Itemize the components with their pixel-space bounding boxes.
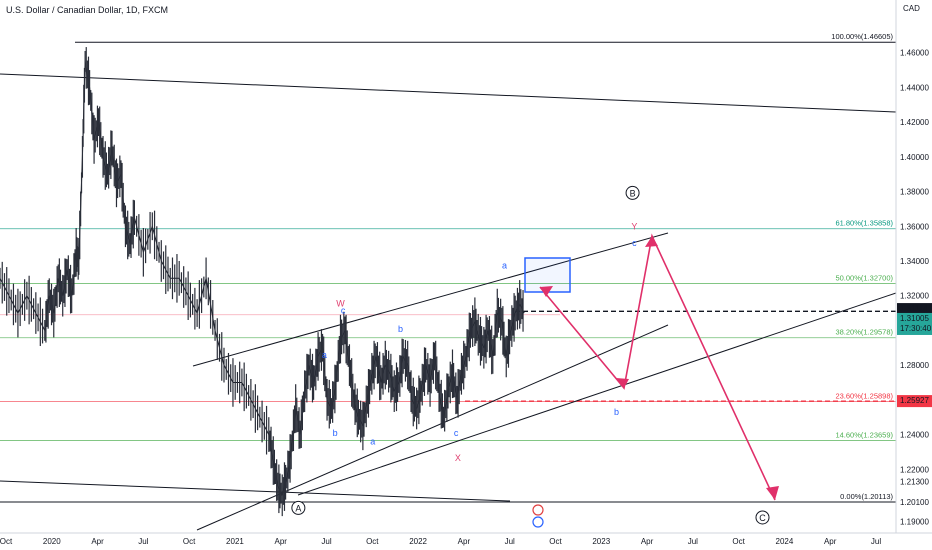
price-tick-label: 1.24000	[900, 431, 929, 440]
wave-label: c	[454, 428, 459, 438]
time-tick-label: Jul	[505, 537, 515, 546]
current-price-label-text: 17:30:40	[900, 324, 932, 333]
canada-flag-icon	[532, 504, 544, 516]
fib-level-label: 61.80%(1.35858)	[835, 219, 893, 228]
wave-label: B	[630, 188, 636, 198]
arrow-head	[616, 378, 629, 388]
wave-label: c	[632, 238, 637, 248]
time-tick-label: Oct	[183, 537, 196, 546]
price-tick-label: 1.20100	[900, 498, 929, 507]
time-tick-label: 2022	[409, 537, 427, 546]
price-tick-label: 1.21300	[900, 477, 929, 486]
price-tick-label: 1.38000	[900, 188, 929, 197]
price-axis-panel	[896, 0, 932, 550]
red-level-label-text: 1.25927	[900, 396, 929, 405]
trend-line	[0, 73, 897, 113]
time-tick-label: 2024	[776, 537, 794, 546]
time-tick-label: Oct	[0, 537, 13, 546]
trend-line	[297, 292, 897, 496]
arrow-head	[540, 286, 553, 297]
chart-title: U.S. Dollar / Canadian Dollar, 1D, FXCM	[6, 5, 169, 15]
price-tick-label: 1.34000	[900, 257, 929, 266]
current-price-label-bg	[897, 312, 932, 335]
time-tick-label: 2021	[226, 537, 244, 546]
last-close-label-text: 1.31114	[900, 304, 928, 313]
wave-label: a	[502, 260, 507, 270]
price-tick-label: 1.40000	[900, 153, 929, 162]
fib-level-label: 14.60%(1.23659)	[835, 430, 893, 439]
time-tick-label: Apr	[824, 537, 837, 546]
trend-line	[192, 232, 669, 367]
usa-flag-icon	[532, 516, 544, 528]
time-tick-label: Oct	[549, 537, 562, 546]
time-tick-label: Jul	[138, 537, 148, 546]
fib-level-label: 0.00%(1.20113)	[840, 492, 893, 501]
red-level-label-bg	[897, 395, 932, 408]
time-tick-label: 2020	[43, 537, 61, 546]
price-tick-label: 1.19000	[900, 517, 929, 526]
wave-circle	[625, 185, 640, 200]
projection-path	[539, 233, 779, 501]
trend-lines	[0, 73, 897, 531]
time-tick-label: Apr	[275, 537, 288, 546]
fib-level-label: 100.00%(1.46605)	[831, 32, 893, 41]
wave-label: C	[759, 513, 766, 523]
fib-level-label: 23.60%(1.25898)	[835, 392, 893, 401]
projection-line	[539, 233, 776, 501]
price-tick-label: 1.46000	[900, 49, 929, 58]
trend-line	[196, 324, 669, 531]
wave-labels: A B C W X Ya b c a b c a b c	[291, 185, 770, 528]
price-tick-label: 1.36000	[900, 222, 929, 231]
arrow-head	[645, 236, 658, 247]
wave-label: b	[333, 428, 338, 438]
wave-circle	[291, 500, 306, 515]
time-tick-label: 2023	[592, 537, 610, 546]
time-tick-label: Apr	[458, 537, 471, 546]
wave-label: b	[614, 407, 619, 417]
fib-level-label: 50.00%(1.32700)	[835, 274, 893, 283]
time-tick-label: Apr	[91, 537, 104, 546]
wave-label: Y	[631, 221, 637, 231]
wave-label: b	[398, 324, 403, 334]
wave-label: c	[341, 306, 346, 316]
price-series	[0, 47, 525, 517]
price-tick-label: 1.42000	[900, 118, 929, 127]
wave-label: a	[322, 350, 327, 360]
price-tick-label: 1.22000	[900, 465, 929, 474]
current-price-label-text: 1.31005	[900, 314, 929, 323]
fib-level-label: 38.20%(1.29578)	[835, 328, 893, 337]
price-tick-label: 1.32000	[900, 292, 929, 301]
price-tick-label: 1.44000	[900, 83, 929, 92]
wave-label: A	[295, 503, 301, 513]
time-tick-label: Apr	[641, 537, 654, 546]
time-tick-label: Jul	[871, 537, 881, 546]
fib-levels: 100.00%(1.46605) 61.80%(1.35858) 50.00%(1.…	[0, 32, 896, 503]
last-close-label-bg	[897, 303, 932, 316]
time-tick-label: Jul	[321, 537, 331, 546]
trend-line	[0, 480, 511, 502]
arrow-head	[766, 486, 779, 500]
wave-circle	[755, 510, 770, 525]
time-tick-label: Oct	[366, 537, 379, 546]
time-tick-label: Jul	[688, 537, 698, 546]
price-axis[interactable]: CAD 1.46000 1.44000 1.42000 1.40000 1.38000 1.…	[895, 0, 932, 550]
price-tick-label: 1.28000	[900, 361, 929, 370]
price-axis-currency: CAD	[903, 4, 920, 13]
wave-label: a	[370, 437, 375, 447]
wave-label: X	[455, 453, 461, 463]
wave-label: W	[336, 299, 345, 309]
time-axis[interactable]: Oct 2020 Apr Jul Oct 2021 Apr Jul Oct 2022 Apr Jul O…	[0, 532, 932, 546]
time-tick-label: Oct	[732, 537, 745, 546]
